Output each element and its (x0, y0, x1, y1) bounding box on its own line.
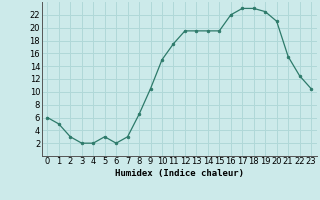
X-axis label: Humidex (Indice chaleur): Humidex (Indice chaleur) (115, 169, 244, 178)
